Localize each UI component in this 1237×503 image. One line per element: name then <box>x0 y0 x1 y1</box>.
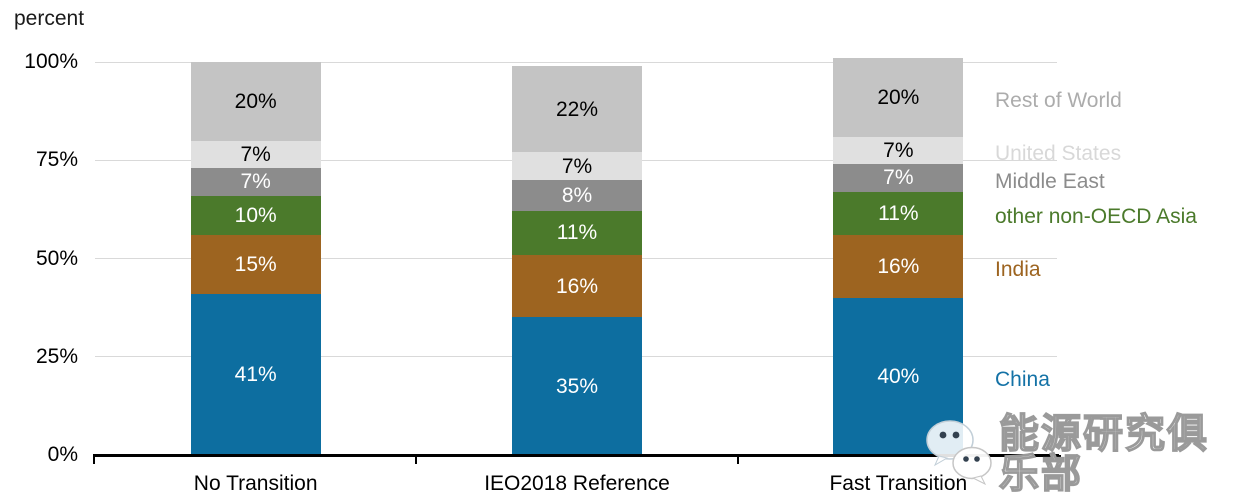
x-axis-tick <box>737 455 739 464</box>
legend-label-other-non-oecd-asia: other non-OECD Asia <box>995 205 1197 229</box>
bar-segment: 7% <box>512 152 642 180</box>
bar-segment: 7% <box>190 168 321 196</box>
bar-segment: 20% <box>833 58 964 137</box>
segment-label: 7% <box>240 142 271 166</box>
y-tick-label: 25% <box>35 344 78 368</box>
segment-label: 40% <box>877 364 920 388</box>
segment-label: 20% <box>234 89 277 113</box>
bar-segment: 7% <box>833 136 964 165</box>
bar-segment: 7% <box>190 140 321 169</box>
legend-label-rest-of-world: Rest of World <box>995 89 1122 113</box>
y-tick-label: 75% <box>35 148 78 172</box>
x-axis-tick <box>93 455 95 464</box>
segment-label: 15% <box>234 252 277 276</box>
segment-label: 41% <box>234 362 277 386</box>
x-axis-line <box>93 454 1059 457</box>
bar-segment: 20% <box>190 62 321 141</box>
bar-segment: 16% <box>512 254 642 318</box>
category-label: IEO2018 Reference <box>484 472 670 495</box>
segment-label: 8% <box>561 184 593 208</box>
segment-label: 10% <box>234 203 277 227</box>
bar-segment: 16% <box>833 234 964 298</box>
bar-segment: 10% <box>190 195 321 235</box>
bar-segment: 11% <box>833 191 964 235</box>
legend-label-india: India <box>995 258 1041 282</box>
legend-label-middle-east: Middle East <box>995 169 1105 193</box>
gridline <box>95 61 1057 63</box>
bar-segment: 35% <box>512 317 642 455</box>
segment-label: 7% <box>240 170 271 194</box>
legend-label-united-states: United States <box>995 142 1122 166</box>
category-label: Fast Transition <box>829 472 968 495</box>
legend-label-china: China <box>995 368 1050 392</box>
y-tick-label: 0% <box>47 443 78 466</box>
segment-label: 7% <box>561 154 593 178</box>
bar-segment: 41% <box>190 293 321 455</box>
bar-segment: 8% <box>512 179 642 212</box>
x-axis-tick <box>415 455 417 464</box>
segment-label: 20% <box>877 85 920 109</box>
y-tick-label: 100% <box>24 50 78 73</box>
segment-label: 11% <box>556 221 598 245</box>
x-axis-tick <box>1059 455 1061 464</box>
bar-segment: 15% <box>190 234 321 294</box>
bar-segment: 11% <box>512 211 642 255</box>
bar-segment: 7% <box>833 164 964 192</box>
bar-segment: 40% <box>833 297 964 455</box>
axis-title: percent <box>14 7 85 30</box>
segment-label: 16% <box>555 274 599 298</box>
segment-label: 22% <box>555 97 599 121</box>
segment-label: 7% <box>883 138 914 162</box>
segment-label: 35% <box>555 374 599 398</box>
segment-label: 16% <box>877 254 920 278</box>
category-label: No Transition <box>193 472 318 495</box>
y-tick-label: 50% <box>35 246 78 270</box>
segment-label: 11% <box>878 201 919 225</box>
bar-segment: 22% <box>512 65 642 153</box>
segment-label: 7% <box>883 166 914 190</box>
